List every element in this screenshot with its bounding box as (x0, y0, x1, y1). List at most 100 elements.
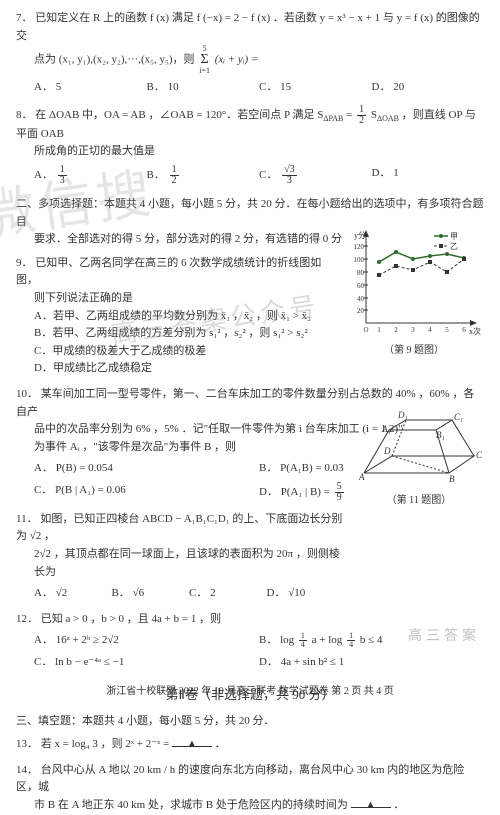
q7-opt-a: A． 5 (34, 79, 147, 97)
q7-sum-body: (xᵢ + yᵢ) = (215, 54, 259, 66)
q9-opt-d: D．甲成绩比乙成绩稳定 (34, 360, 334, 378)
q11-opt-c: C． 2 (189, 585, 267, 603)
q12-options-row2: C． ln b − e⁻⁴ᵃ ≤ −1 D． 4a + sin b² ≤ 1 (34, 654, 484, 672)
q11-options: A． √2 B． √6 C． 2 D． √10 (34, 585, 344, 603)
line-chart-icon: 20 40 60 80 100 120 1 2 3 4 5 6 O y分 x次 … (344, 228, 484, 338)
q8-a-d: 3 (58, 176, 67, 186)
svg-text:A: A (358, 472, 365, 482)
q7-opt-c: C． 15 (259, 79, 372, 97)
q9-num: 9． (16, 257, 33, 269)
q11-opt-b: B． √6 (112, 585, 190, 603)
q14-blank: ▲ (351, 797, 391, 808)
q14-text-a: 台风中心从 A 地以 20 km / h 的速度向东北方向移动，离台风中心 30… (16, 764, 464, 794)
q8-opt-a: A． 13 (34, 165, 147, 186)
q8-b-d: 2 (170, 176, 179, 186)
q8-c-d: 3 (282, 176, 297, 186)
svg-text:100: 100 (354, 256, 365, 264)
q8-opt-a-label: A． (34, 169, 53, 181)
q9-fig-label: （第 9 题图） (344, 341, 484, 356)
q12-opt-b: B． log 14 a + log 14 b ≤ 4 (259, 632, 484, 650)
q11-opt-d: D． √10 (267, 585, 345, 603)
q11-figure: AB CD A₁B₁ C₁D₁ （第 11 题图） (354, 408, 484, 506)
q8-frac-d: 2 (357, 116, 366, 126)
svg-text:3: 3 (411, 326, 415, 334)
question-8: 8． 在 ΔOAB 中，OA = AB ，∠OAB = 120°．若空间点 P … (16, 105, 484, 186)
svg-text:B: B (449, 474, 455, 484)
q9-text-b: 则下列说法正确的是 (34, 290, 334, 308)
q9-chart: 20 40 60 80 100 120 1 2 3 4 5 6 O y分 x次 … (344, 228, 484, 356)
q13-text: 若 x = log₄ 3 ，则 2ˣ + 2⁻ˣ = (41, 738, 172, 750)
q8-num: 8． (16, 109, 33, 121)
q7-opt-b: B． 10 (147, 79, 260, 97)
q9-text-a: 已知甲、乙两名同学在高三的 6 次数学成绩统计的折线图如图， (16, 257, 321, 287)
q12-b-pre: B． log (259, 634, 294, 646)
svg-text:D₁: D₁ (397, 410, 408, 420)
section-3-title: 三、填空题：本题共 4 小题，每小题 5 分，共 20 分． (16, 713, 484, 731)
q7-num: 7． (16, 12, 33, 24)
question-12: 12． 已知 a > 0 ，b > 0 ，且 4a + b = 1 ，则 A． … (16, 611, 484, 672)
q12-opt-c: C． ln b − e⁻⁴ᵃ ≤ −1 (34, 654, 259, 672)
svg-text:5: 5 (445, 326, 449, 334)
question-14: 14． 台风中心从 A 地以 20 km / h 的速度向东北方向移动，离台风中… (16, 762, 484, 815)
svg-text:甲: 甲 (450, 232, 458, 241)
svg-text:A₁: A₁ (381, 424, 391, 434)
q9-opt-c: C．甲成绩的极差大于乙成绩的极差 (34, 343, 334, 361)
q8-opt-d: D． 1 (372, 165, 485, 186)
q11-text-b: 2√2 ，其顶点都在同一球面上，且该球的表面积为 20π ，则侧棱长为 (34, 546, 344, 581)
svg-text:6: 6 (462, 326, 466, 334)
q8-text-a: 在 ΔOAB 中，OA = AB ，∠OAB = 120°．若空间点 P 满足 … (35, 109, 323, 121)
svg-text:C₁: C₁ (454, 412, 463, 422)
q12-options-row1: A． 16ᵃ + 2ᵇ ≥ 2√2 B． log 14 a + log 14 b… (34, 632, 484, 650)
q8-options: A． 13 B． 12 C． √33 D． 1 (34, 165, 484, 186)
q7-text-b: 点为 (x₁, y₁),(x₂, y₂),···,(x₅, y₅)，则 (34, 54, 194, 66)
svg-text:B₁: B₁ (436, 430, 445, 440)
q12-b-f1d: 4 (299, 641, 307, 649)
q12-text-a: 已知 a > 0 ，b > 0 ，且 4a + b = 1 ，则 (41, 613, 221, 625)
q8-text-b: 所成角的正切的最大值是 (34, 143, 484, 161)
q11-opt-a: A． √2 (34, 585, 112, 603)
question-13: 13． 若 x = log₄ 3 ，则 2ˣ + 2⁻ˣ = ▲ ． (16, 736, 484, 754)
svg-text:乙: 乙 (450, 242, 458, 251)
svg-text:y分: y分 (354, 231, 366, 240)
q10-opt-a: A． P(B) = 0.054 (34, 460, 259, 478)
q7-options: A． 5 B． 10 C． 15 D． 20 (34, 79, 484, 97)
page-footer: 浙江省十校联盟 2022 年 10 月高三联考 数学试题卷 第 2 页 共 4 … (0, 682, 500, 697)
q11-fig-label: （第 11 题图） (354, 491, 484, 506)
question-11: 11． 如图，已知正四棱台 ABCD − A₁B₁C₁D₁ 的上、下底面边长分别… (16, 511, 484, 603)
sec2-line1: 二、多项选择题：本题共 4 小题，每小题 5 分，共 20 分．在每小题给出的选… (16, 196, 484, 231)
q10-d-d: 9 (335, 493, 344, 503)
q12-b-f2d: 4 (347, 641, 355, 649)
q11-num: 11． (16, 513, 38, 525)
q12-b-tail: b ≤ 4 (360, 634, 383, 646)
q12-num: 12． (16, 613, 38, 625)
q11-text-a: 如图，已知正四棱台 ABCD − A₁B₁C₁D₁ 的上、下底面边长分别为 √2… (16, 513, 342, 543)
q14-num: 14． (16, 764, 38, 776)
question-7: 7． 已知定义在 R 上的函数 f (x) 满足 f (−x) = 2 − f … (16, 10, 484, 97)
svg-text:1: 1 (377, 326, 381, 334)
q10-opt-d-label: D． P(A₁ | B) = (259, 486, 333, 498)
svg-text:O: O (363, 326, 368, 334)
q8-opt-b: B． 12 (147, 165, 260, 186)
svg-text:4: 4 (428, 326, 432, 334)
q13-tail: ． (215, 738, 226, 750)
q14-tri: ▲ (365, 799, 376, 811)
svg-text:60: 60 (357, 282, 365, 290)
q9-opt-a: A．若甲、乙两组成绩的平均数分别为 x̄₁ ，x̄₂ ，则 x̄₁ > x̄₂ (34, 308, 334, 326)
q12-b-mid: a + log (312, 634, 343, 646)
q14-text-b: 市 B 在 A 地正东 40 km 处，求城市 B 处于危险区内的持续时间为 (34, 799, 351, 811)
svg-text:C: C (476, 450, 483, 460)
q12-opt-a: A． 16ᵃ + 2ᵇ ≥ 2√2 (34, 632, 259, 650)
q8-sub2: ΔOAB (377, 114, 399, 123)
q13-num: 13． (16, 738, 38, 750)
svg-text:20: 20 (357, 307, 365, 315)
q13-tri: ▲ (186, 738, 197, 750)
q10-opt-c: C． P(B | A₁) = 0.06 (34, 482, 259, 503)
q13-blank: ▲ (172, 736, 212, 747)
q9-opt-b: B．若甲、乙两组成绩的方差分别为 s₁² ，s₂² ，则 s₁² > s₂² (34, 325, 334, 343)
q12-opt-d: D． 4a + sin b² ≤ 1 (259, 654, 484, 672)
q10-num: 10． (16, 388, 38, 400)
q7-opt-d: D． 20 (372, 79, 485, 97)
svg-text:40: 40 (357, 295, 365, 303)
svg-text:120: 120 (354, 243, 365, 251)
q14-tail: ． (393, 799, 404, 811)
